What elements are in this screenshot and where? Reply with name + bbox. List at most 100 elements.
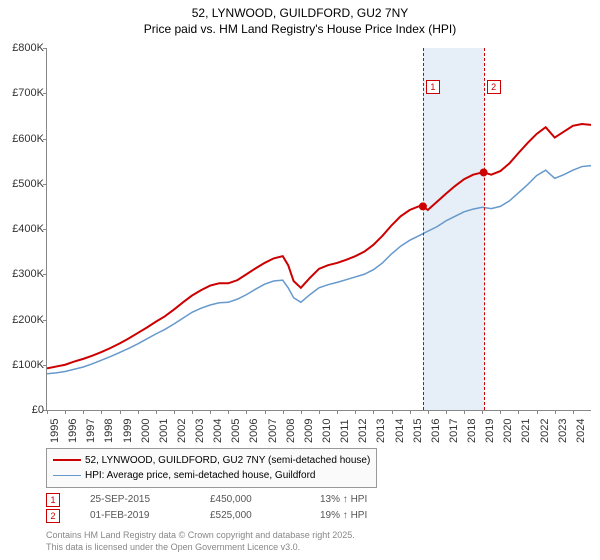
legend: 52, LYNWOOD, GUILDFORD, GU2 7NY (semi-de… [46, 448, 377, 488]
plot-area: 12 [46, 48, 591, 411]
x-tick [573, 410, 574, 414]
sale-delta: 19% ↑ HPI [320, 508, 367, 524]
x-tick-label: 2007 [267, 419, 279, 443]
plot-svg [47, 48, 591, 410]
x-tick-label: 1997 [85, 419, 97, 443]
y-tick-label: £300K [12, 268, 44, 280]
x-tick-label: 2003 [194, 419, 206, 443]
sale-vline [423, 48, 424, 410]
footer-line2: This data is licensed under the Open Gov… [46, 542, 355, 554]
sale-marker-label: 2 [487, 80, 501, 94]
x-tick-label: 2000 [140, 419, 152, 443]
legend-item: 52, LYNWOOD, GUILDFORD, GU2 7NY (semi-de… [53, 453, 370, 468]
title-line1: 52, LYNWOOD, GUILDFORD, GU2 7NY [0, 6, 600, 22]
legend-label: 52, LYNWOOD, GUILDFORD, GU2 7NY (semi-de… [85, 455, 370, 466]
x-tick [518, 410, 519, 414]
x-tick [228, 410, 229, 414]
x-tick [138, 410, 139, 414]
sale-row: 201-FEB-2019£525,00019% ↑ HPI [46, 508, 367, 524]
x-tick [83, 410, 84, 414]
sale-index-box: 2 [46, 509, 60, 523]
x-tick [319, 410, 320, 414]
x-tick [301, 410, 302, 414]
x-tick-label: 2008 [285, 419, 297, 443]
legend-swatch [53, 475, 81, 476]
x-tick-label: 2006 [248, 419, 260, 443]
y-tick-label: £700K [12, 87, 44, 99]
x-tick-label: 2023 [557, 419, 569, 443]
sale-row: 1 25-SEP-2015 £450,000 13% ↑ HPI [46, 492, 367, 508]
x-tick [337, 410, 338, 414]
x-tick [156, 410, 157, 414]
x-tick-label: 2004 [212, 419, 224, 443]
x-tick-label: 2010 [321, 419, 333, 443]
x-tick [210, 410, 211, 414]
title-line2: Price paid vs. HM Land Registry's House … [0, 22, 600, 38]
x-tick [410, 410, 411, 414]
x-tick-label: 2005 [230, 419, 242, 443]
x-tick-label: 2014 [394, 419, 406, 443]
y-tick-label: £200K [12, 314, 44, 326]
x-tick-label: 2020 [502, 419, 514, 443]
series-price_paid [47, 124, 591, 368]
y-tick-label: £0 [32, 404, 44, 416]
x-tick-label: 2012 [357, 419, 369, 443]
x-tick-label: 2011 [339, 419, 351, 443]
x-tick-label: 2018 [466, 419, 478, 443]
x-tick-label: 1995 [49, 419, 61, 443]
x-tick-label: 1999 [122, 419, 134, 443]
sale-date: 25-SEP-2015 [90, 492, 180, 508]
sales-table: 125-SEP-2015£450,00013% ↑ HPI201-FEB-201… [46, 492, 367, 524]
legend-swatch [53, 459, 81, 461]
x-tick-label: 2019 [484, 419, 496, 443]
x-tick [428, 410, 429, 414]
x-tick-label: 1996 [67, 419, 79, 443]
sale-price: £525,000 [210, 508, 290, 524]
x-tick-label: 2002 [176, 419, 188, 443]
x-tick [392, 410, 393, 414]
x-tick-label: 2015 [412, 419, 424, 443]
x-tick [174, 410, 175, 414]
x-tick [192, 410, 193, 414]
x-tick [265, 410, 266, 414]
footer-line1: Contains HM Land Registry data © Crown c… [46, 530, 355, 542]
chart-title: 52, LYNWOOD, GUILDFORD, GU2 7NY Price pa… [0, 0, 600, 37]
x-tick-label: 2024 [575, 419, 587, 443]
y-tick-label: £400K [12, 223, 44, 235]
sale-delta: 13% ↑ HPI [320, 492, 367, 508]
x-tick-label: 2009 [303, 419, 315, 443]
chart-container: 52, LYNWOOD, GUILDFORD, GU2 7NY Price pa… [0, 0, 600, 560]
legend-item: HPI: Average price, semi-detached house,… [53, 468, 370, 483]
x-tick [500, 410, 501, 414]
x-tick-label: 2017 [448, 419, 460, 443]
x-tick [47, 410, 48, 414]
x-tick [283, 410, 284, 414]
x-tick [373, 410, 374, 414]
y-tick-label: £100K [12, 359, 44, 371]
x-tick [355, 410, 356, 414]
y-tick-label: £500K [12, 178, 44, 190]
x-tick-label: 2022 [539, 419, 551, 443]
sale-marker-label: 1 [426, 80, 440, 94]
y-tick-label: £800K [12, 42, 44, 54]
x-tick-label: 2016 [430, 419, 442, 443]
x-tick [120, 410, 121, 414]
x-tick [464, 410, 465, 414]
x-tick-label: 1998 [103, 419, 115, 443]
x-tick [537, 410, 538, 414]
x-tick-label: 2013 [375, 419, 387, 443]
x-tick [555, 410, 556, 414]
footer-note: Contains HM Land Registry data © Crown c… [46, 530, 355, 553]
sale-index-box: 1 [46, 493, 60, 507]
legend-label: HPI: Average price, semi-detached house,… [85, 470, 316, 481]
x-tick [246, 410, 247, 414]
x-tick [482, 410, 483, 414]
sale-price: £450,000 [210, 492, 290, 508]
x-tick [446, 410, 447, 414]
y-tick-label: £600K [12, 133, 44, 145]
x-tick [101, 410, 102, 414]
x-tick-label: 2021 [520, 419, 532, 443]
x-tick [65, 410, 66, 414]
x-tick-label: 2001 [158, 419, 170, 443]
sale-vline [484, 48, 485, 410]
